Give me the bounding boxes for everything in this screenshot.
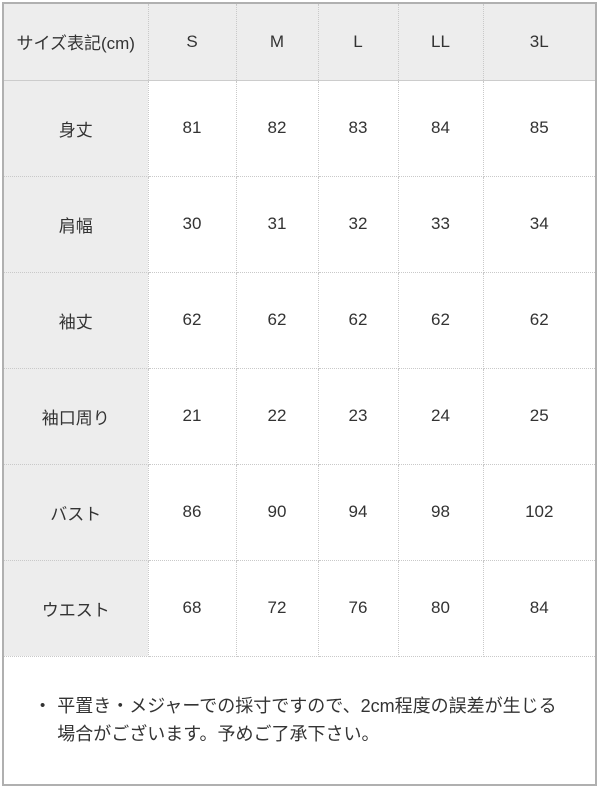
table-cell: 24: [397, 367, 484, 465]
table-row-body-length: 身丈 81 82 83 84 85: [2, 79, 597, 177]
table-cell: 25: [482, 367, 597, 465]
note-cell: • 平置き・メジャーでの採寸ですので、2cm程度の誤差が生じる場合がございます。…: [2, 655, 597, 786]
size-chart-table: サイズ表記(cm) S M L LL 3L 身丈 81 82 83 84 85 …: [2, 2, 597, 786]
header-cell-m: M: [235, 2, 319, 81]
table-cell: 62: [397, 271, 484, 369]
header-cell-l: L: [317, 2, 399, 81]
table-cell: 62: [482, 271, 597, 369]
table-cell: 62: [235, 271, 319, 369]
table-cell: 82: [235, 79, 319, 177]
table-cell: 62: [317, 271, 399, 369]
table-cell: 21: [147, 367, 237, 465]
table-row-cuff-circumference: 袖口周り 21 22 23 24 25: [2, 367, 597, 465]
table-cell: 30: [147, 175, 237, 273]
table-cell: 31: [235, 175, 319, 273]
row-label-sleeve-length: 袖丈: [2, 271, 149, 369]
table-cell: 76: [317, 559, 399, 657]
table-cell: 94: [317, 463, 399, 561]
table-cell: 32: [317, 175, 399, 273]
row-label-shoulder-width: 肩幅: [2, 175, 149, 273]
table-cell: 33: [397, 175, 484, 273]
table-cell: 102: [482, 463, 597, 561]
header-cell-3l: 3L: [482, 2, 597, 81]
note-row: • 平置き・メジャーでの採寸ですので、2cm程度の誤差が生じる場合がございます。…: [2, 655, 597, 786]
table-cell: 86: [147, 463, 237, 561]
note-text: 平置き・メジャーでの採寸ですので、2cm程度の誤差が生じる場合がございます。予め…: [57, 696, 557, 745]
table-cell: 72: [235, 559, 319, 657]
header-cell-ll: LL: [397, 2, 484, 81]
table-cell: 23: [317, 367, 399, 465]
row-label-bust: バスト: [2, 463, 149, 561]
header-cell-s: S: [147, 2, 237, 81]
bullet-icon: •: [40, 697, 46, 715]
table-cell: 62: [147, 271, 237, 369]
row-label-waist: ウエスト: [2, 559, 149, 657]
table-cell: 98: [397, 463, 484, 561]
table-cell: 90: [235, 463, 319, 561]
table-cell: 84: [397, 79, 484, 177]
table-row-sleeve-length: 袖丈 62 62 62 62 62: [2, 271, 597, 369]
measurement-note: • 平置き・メジャーでの採寸ですので、2cm程度の誤差が生じる場合がございます。…: [4, 692, 595, 748]
header-row: サイズ表記(cm) S M L LL 3L: [2, 2, 597, 81]
size-table-footer: • 平置き・メジャーでの採寸ですので、2cm程度の誤差が生じる場合がございます。…: [2, 655, 597, 786]
size-table-header: サイズ表記(cm) S M L LL 3L: [2, 2, 597, 81]
table-cell: 85: [482, 79, 597, 177]
table-cell: 80: [397, 559, 484, 657]
table-cell: 34: [482, 175, 597, 273]
row-label-body-length: 身丈: [2, 79, 149, 177]
header-cell-size-label: サイズ表記(cm): [2, 2, 149, 81]
table-cell: 68: [147, 559, 237, 657]
table-cell: 83: [317, 79, 399, 177]
row-label-cuff-circumference: 袖口周り: [2, 367, 149, 465]
table-cell: 81: [147, 79, 237, 177]
table-row-bust: バスト 86 90 94 98 102: [2, 463, 597, 561]
table-cell: 84: [482, 559, 597, 657]
size-table-body: 身丈 81 82 83 84 85 肩幅 30 31 32 33 34 袖丈 6…: [2, 79, 597, 657]
table-row-shoulder-width: 肩幅 30 31 32 33 34: [2, 175, 597, 273]
table-cell: 22: [235, 367, 319, 465]
table-row-waist: ウエスト 68 72 76 80 84: [2, 559, 597, 657]
